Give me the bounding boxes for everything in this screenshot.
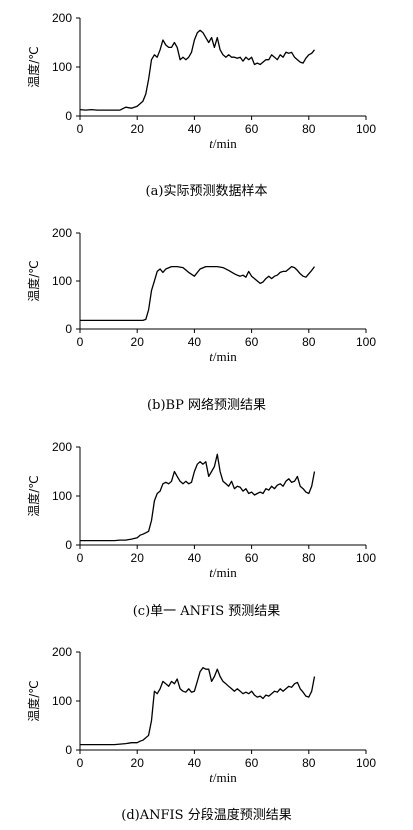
series-line	[80, 265, 316, 322]
x-tick-label: 40	[188, 122, 202, 136]
chart-caption-c: (c)单一 ANFIS 预测结果	[132, 604, 281, 619]
chart-panel-b: 0 20 40 60 80 100 0 100 200 t/min 温度/℃ (b)BP 网络预测结…	[0, 215, 413, 430]
x-tick-label: 40	[188, 551, 202, 565]
x-axis-label: t/min	[209, 770, 237, 785]
chart-caption-d: (d)ANFIS 分段温度预测结果	[121, 808, 292, 823]
x-tick-label: 80	[302, 551, 316, 565]
series-line	[79, 29, 316, 111]
x-tick-label: 0	[77, 122, 84, 136]
y-tick-label: 200	[52, 226, 72, 240]
x-tick-label: 100	[356, 756, 376, 770]
chart-panel-d: 0 20 40 60 80 100 0 100 200 t/min 温度/℃ (d)ANFIS 分段…	[0, 640, 413, 830]
x-tick-label: 100	[356, 122, 376, 136]
y-tick-label: 100	[52, 694, 72, 708]
y-tick-label: 100	[52, 489, 72, 503]
x-tick-label: 100	[356, 551, 376, 565]
y-tick-label: 200	[52, 440, 72, 454]
chart-panel-a: 0 20 40 60 80 100 0 100 200 t/min 温度/℃ (a)实际预测数据样本	[0, 0, 413, 215]
x-tick-label: 20	[131, 122, 145, 136]
series-line	[80, 667, 316, 746]
line-chart-b: 0 20 40 60 80 100 0 100 200 t/min 温度/℃	[26, 226, 376, 364]
x-tick-label: 80	[302, 756, 316, 770]
chart-caption-a: (a)实际预测数据样本	[145, 184, 268, 199]
x-tick-label: 60	[245, 335, 259, 349]
y-tick-label: 0	[65, 743, 72, 757]
line-chart-d: 0 20 40 60 80 100 0 100 200 t/min 温度/℃	[26, 645, 376, 785]
y-tick-label: 200	[52, 645, 72, 659]
y-axis-label: 温度/℃	[26, 46, 41, 88]
x-tick-label: 0	[77, 335, 84, 349]
y-axis-label: 温度/℃	[26, 260, 41, 302]
x-tick-label: 40	[188, 335, 202, 349]
y-tick-label: 0	[65, 109, 72, 123]
x-tick-label: 0	[77, 551, 84, 565]
y-tick-label: 100	[52, 274, 72, 288]
y-tick-label: 200	[52, 11, 72, 25]
y-axis-label: 温度/℃	[26, 475, 41, 517]
x-tick-label: 20	[131, 756, 145, 770]
x-axis-label: t/min	[209, 136, 237, 151]
chart-panel-c: 0 20 40 60 80 100 0 100 200 t/min 温度/℃ (c)单一 ANFIS…	[0, 430, 413, 640]
x-tick-label: 20	[131, 335, 145, 349]
x-axis-label: t/min	[209, 565, 237, 580]
chart-caption-b: (b)BP 网络预测结果	[147, 398, 266, 413]
line-chart-c: 0 20 40 60 80 100 0 100 200 t/min 温度/℃	[26, 440, 376, 580]
x-tick-label: 60	[245, 756, 259, 770]
line-chart-a: 0 20 40 60 80 100 0 100 200 t/min 温度/℃	[26, 11, 376, 151]
x-tick-label: 40	[188, 756, 202, 770]
x-axis-label: t/min	[209, 349, 237, 364]
x-tick-label: 20	[131, 551, 145, 565]
y-tick-label: 0	[65, 322, 72, 336]
x-tick-label: 60	[245, 122, 259, 136]
y-axis-label: 温度/℃	[26, 680, 41, 722]
x-tick-label: 100	[356, 335, 376, 349]
x-tick-label: 60	[245, 551, 259, 565]
y-tick-label: 100	[52, 60, 72, 74]
y-tick-label: 0	[65, 538, 72, 552]
x-tick-label: 80	[302, 335, 316, 349]
x-tick-label: 0	[77, 756, 84, 770]
series-line	[80, 453, 316, 542]
x-tick-label: 80	[302, 122, 316, 136]
